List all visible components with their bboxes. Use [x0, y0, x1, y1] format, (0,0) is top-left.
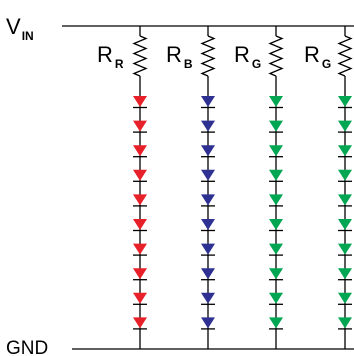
- led-blue-2-8: [201, 268, 215, 281]
- led-blue-2-5: [201, 194, 215, 207]
- led-blue-2-10: [201, 317, 215, 330]
- led-green-4-3: [338, 145, 352, 158]
- led-green-3-3: [269, 145, 283, 158]
- gnd-label: GND: [6, 338, 48, 356]
- led-red-1-7: [133, 243, 147, 256]
- led-blue-2-2: [201, 120, 215, 133]
- led-green-4-1: [338, 96, 352, 109]
- led-green-3-7: [269, 243, 283, 256]
- led-green-3-6: [269, 219, 283, 232]
- led-string-4: [337, 26, 353, 349]
- led-green-4-5: [338, 194, 352, 207]
- led-string-1: [132, 26, 148, 349]
- led-green-4-9: [338, 292, 352, 305]
- led-blue-2-1: [201, 96, 215, 109]
- led-red-1-9: [133, 292, 147, 305]
- resistor-3-symbol: [268, 35, 284, 77]
- led-red-1-2: [133, 120, 147, 133]
- resistor-1-symbol: [132, 35, 148, 77]
- led-green-3-5: [269, 194, 283, 207]
- led-strings: [132, 26, 353, 349]
- vin-label: VIN: [6, 14, 34, 43]
- led-blue-2-3: [201, 145, 215, 158]
- led-string-2: [200, 26, 216, 349]
- led-string-3: [268, 26, 284, 349]
- led-green-4-2: [338, 120, 352, 133]
- led-green-4-8: [338, 268, 352, 281]
- led-red-1-4: [133, 169, 147, 182]
- resistor-2-symbol: [200, 35, 216, 77]
- led-green-4-10: [338, 317, 352, 330]
- led-green-4-4: [338, 169, 352, 182]
- led-blue-2-7: [201, 243, 215, 256]
- led-green-3-2: [269, 120, 283, 133]
- led-green-3-4: [269, 169, 283, 182]
- led-red-1-5: [133, 194, 147, 207]
- led-blue-2-4: [201, 169, 215, 182]
- led-green-3-8: [269, 268, 283, 281]
- led-green-3-1: [269, 96, 283, 109]
- led-blue-2-6: [201, 219, 215, 232]
- led-green-4-6: [338, 219, 352, 232]
- led-green-3-10: [269, 317, 283, 330]
- led-green-3-9: [269, 292, 283, 305]
- led-green-4-7: [338, 243, 352, 256]
- led-red-1-1: [133, 96, 147, 109]
- led-red-1-3: [133, 145, 147, 158]
- led-blue-2-9: [201, 292, 215, 305]
- led-red-1-10: [133, 317, 147, 330]
- resistor-4-symbol: [337, 35, 353, 77]
- led-red-1-6: [133, 219, 147, 232]
- led-red-1-8: [133, 268, 147, 281]
